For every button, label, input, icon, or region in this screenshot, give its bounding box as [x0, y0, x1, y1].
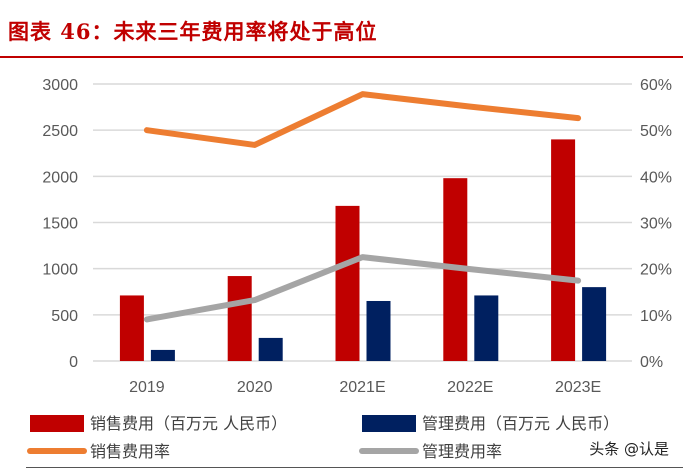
- legend-label: 销售费用率: [90, 442, 170, 461]
- y-left-tick-label: 0: [69, 354, 78, 371]
- admin-expense-bar: [474, 295, 499, 361]
- x-tick-label: 2020: [237, 379, 273, 396]
- y-left-tick-label: 2000: [42, 169, 78, 186]
- y-right-tick-label: 30%: [640, 216, 672, 233]
- admin-rate-line: [143, 254, 582, 323]
- admin-expense-bar: [366, 300, 391, 361]
- y-left-tick-label: 1500: [42, 216, 78, 233]
- y-left-tick-label: 1000: [42, 262, 78, 279]
- sales-expense-bar: [119, 295, 144, 361]
- x-tick-label: 2021E: [339, 379, 385, 396]
- legend-swatch: [362, 415, 416, 432]
- y-right-tick-label: 0%: [640, 354, 663, 371]
- y-right-tick-label: 20%: [640, 262, 672, 279]
- admin-expense-bar: [150, 349, 175, 361]
- admin-expense-bar: [258, 337, 283, 361]
- sales-expense-bar: [335, 205, 360, 361]
- y-right-tick-label: 10%: [640, 308, 672, 325]
- y-right-tick-label: 60%: [640, 77, 672, 94]
- legend-label: 管理费用（百万元 人民币）: [422, 414, 619, 433]
- sales-rate-line: [143, 91, 582, 148]
- y-left-tick-label: 3000: [42, 77, 78, 94]
- sales-expense-bar: [227, 276, 252, 361]
- y-right-tick-label: 40%: [640, 169, 672, 186]
- bottom-divider: [26, 467, 683, 468]
- y-right-tick-label: 50%: [640, 123, 672, 140]
- title-divider: [0, 56, 683, 58]
- y-left-tick-label: 500: [51, 308, 78, 325]
- legend-swatch: [30, 415, 84, 432]
- legend-label: 销售费用（百万元 人民币）: [90, 414, 287, 433]
- legend-label: 管理费用率: [422, 442, 502, 461]
- watermark: 头条 @认是: [589, 440, 669, 458]
- sales-expense-bar: [551, 139, 576, 361]
- x-tick-label: 2019: [129, 379, 165, 396]
- admin-expense-bar: [582, 287, 607, 361]
- x-tick-label: 2022E: [447, 379, 493, 396]
- figure-title: 图表 46：未来三年费用率将处于高位: [8, 19, 378, 44]
- y-left-tick-label: 2500: [42, 123, 78, 140]
- x-tick-label: 2023E: [555, 379, 601, 396]
